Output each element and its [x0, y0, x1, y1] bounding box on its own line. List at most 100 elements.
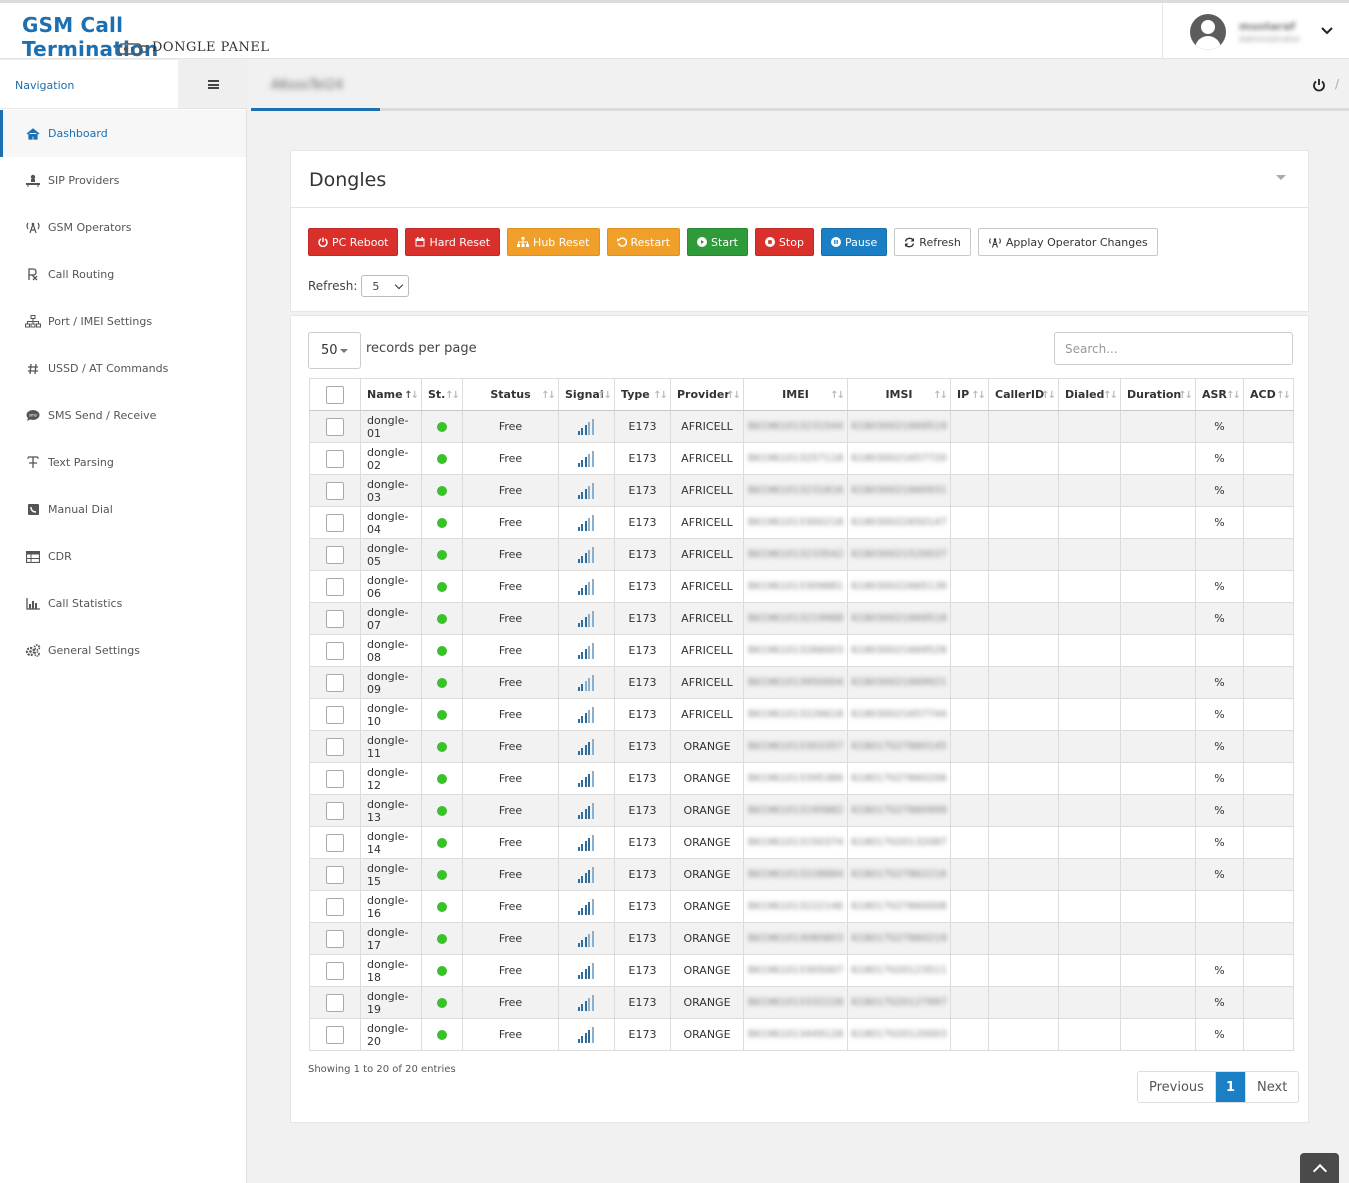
row-checkbox[interactable]: [326, 1025, 344, 1044]
row-checkbox[interactable]: [326, 673, 344, 692]
sidebar-toggle-button[interactable]: [178, 60, 247, 109]
panel-collapse-icon[interactable]: [1276, 175, 1286, 180]
row-checkbox[interactable]: [326, 929, 344, 948]
column-header-imei[interactable]: IMEI ↑↓: [743, 378, 848, 411]
row-checkbox[interactable]: [326, 609, 344, 628]
start-button[interactable]: Start: [687, 228, 748, 256]
pagination-next[interactable]: Next: [1257, 1079, 1288, 1095]
row-select-cell[interactable]: [309, 858, 361, 891]
row-checkbox[interactable]: [326, 769, 344, 788]
row-checkbox[interactable]: [326, 545, 344, 564]
row-select-cell[interactable]: [309, 794, 361, 827]
table-row[interactable]: dongle-04 Free E173 AFRICELL 861961013300218…: [309, 506, 1294, 539]
sidebar-item-sip-providers[interactable]: SIP Providers: [0, 157, 246, 204]
pagination-page-1[interactable]: 1: [1215, 1072, 1246, 1102]
pause-button[interactable]: Pause: [820, 228, 888, 256]
column-header-imsi[interactable]: IMSI ↑↓: [847, 378, 951, 411]
refresh-button[interactable]: Refresh: [894, 228, 971, 256]
column-header-asr[interactable]: ASR ↑↓: [1195, 378, 1244, 411]
column-header-status[interactable]: Status ↑↓: [462, 378, 559, 411]
refresh-interval-select[interactable]: 5: [361, 275, 410, 297]
column-header-duration[interactable]: Duration ↑↓: [1120, 378, 1196, 411]
stop-button[interactable]: Stop: [754, 228, 814, 256]
table-row[interactable]: dongle-20 Free E173 ORANGE 861961013449128 61…: [309, 1018, 1294, 1051]
select-all-checkbox[interactable]: [326, 385, 344, 404]
pc-reboot-button[interactable]: PC Reboot: [308, 228, 399, 256]
row-select-cell[interactable]: [309, 442, 361, 475]
row-select-cell[interactable]: [309, 826, 361, 859]
sidebar-item-sms-send-receive[interactable]: sms SMS Send / Receive: [0, 392, 246, 439]
row-checkbox[interactable]: [326, 993, 344, 1012]
row-checkbox[interactable]: [326, 513, 344, 532]
select-all-header[interactable]: [309, 378, 361, 411]
sidebar-item-general-settings[interactable]: General Settings: [0, 627, 246, 674]
user-menu[interactable]: mustaraf Administrator: [1162, 3, 1349, 59]
sidebar-item-ussd-at-commands[interactable]: USSD / AT Commands: [0, 345, 246, 392]
row-checkbox[interactable]: [326, 417, 344, 436]
search-input[interactable]: Search...: [1054, 332, 1293, 365]
column-header-callerid[interactable]: CallerID ↑↓: [988, 378, 1059, 411]
sidebar-item-cdr[interactable]: CDR: [0, 533, 246, 580]
row-checkbox[interactable]: [326, 641, 344, 660]
row-select-cell[interactable]: [309, 890, 361, 923]
table-row[interactable]: dongle-07 Free E173 AFRICELL 861961013219988…: [309, 602, 1294, 635]
table-row[interactable]: dongle-14 Free E173 ORANGE 861961013150374 61…: [309, 826, 1294, 859]
sidebar-item-call-statistics[interactable]: Call Statistics: [0, 580, 246, 627]
row-checkbox[interactable]: [326, 897, 344, 916]
row-checkbox[interactable]: [326, 865, 344, 884]
row-select-cell[interactable]: [309, 698, 361, 731]
sidebar-item-text-parsing[interactable]: Text Parsing: [0, 439, 246, 486]
row-select-cell[interactable]: [309, 730, 361, 763]
column-header-type[interactable]: Type ↑↓: [614, 378, 671, 411]
breadcrumb-current[interactable]: AKossTel24: [271, 78, 344, 93]
sidebar-item-call-routing[interactable]: Call Routing: [0, 251, 246, 298]
row-select-cell[interactable]: [309, 474, 361, 507]
table-row[interactable]: dongle-18 Free E173 ORANGE 861961013305007 61…: [309, 954, 1294, 987]
table-row[interactable]: dongle-09 Free E173 AFRICELL 861961013950004…: [309, 666, 1294, 699]
table-row[interactable]: dongle-16 Free E173 ORANGE 861961013222146 61…: [309, 890, 1294, 923]
row-select-cell[interactable]: [309, 922, 361, 955]
hub-reset-button[interactable]: Hub Reset: [507, 228, 600, 256]
row-select-cell[interactable]: [309, 602, 361, 635]
table-row[interactable]: dongle-15 Free E173 ORANGE 861961013228884 61…: [309, 858, 1294, 891]
row-checkbox[interactable]: [326, 705, 344, 724]
column-header-name[interactable]: Name ↑↓: [360, 378, 422, 411]
table-row[interactable]: dongle-19 Free E173 ORANGE 861961013332228 61…: [309, 986, 1294, 1019]
row-select-cell[interactable]: [309, 634, 361, 667]
table-row[interactable]: dongle-10 Free E173 AFRICELL 861961013226618…: [309, 698, 1294, 731]
records-per-page-select[interactable]: 50: [308, 332, 361, 369]
row-select-cell[interactable]: [309, 410, 361, 443]
table-row[interactable]: dongle-13 Free E173 ORANGE 861961013195882 61…: [309, 794, 1294, 827]
column-header-dialed[interactable]: Dialed ↑↓: [1058, 378, 1121, 411]
row-select-cell[interactable]: [309, 570, 361, 603]
row-checkbox[interactable]: [326, 577, 344, 596]
pagination-previous[interactable]: Previous: [1138, 1072, 1216, 1102]
row-checkbox[interactable]: [326, 449, 344, 468]
row-select-cell[interactable]: [309, 666, 361, 699]
row-checkbox[interactable]: [326, 961, 344, 980]
row-select-cell[interactable]: [309, 1018, 361, 1051]
row-checkbox[interactable]: [326, 801, 344, 820]
avatar[interactable]: [1190, 14, 1226, 50]
table-row[interactable]: dongle-17 Free E173 ORANGE 861961013080803 61…: [309, 922, 1294, 955]
apply-operator-changes-button[interactable]: Applay Operator Changes: [977, 228, 1158, 256]
column-header-ip[interactable]: IP ↑↓: [950, 378, 989, 411]
column-header-provider[interactable]: Provider ↑↓: [670, 378, 744, 411]
table-row[interactable]: dongle-02 Free E173 AFRICELL 861961013257118…: [309, 442, 1294, 475]
table-row[interactable]: dongle-06 Free E173 AFRICELL 861961013309881…: [309, 570, 1294, 603]
row-select-cell[interactable]: [309, 538, 361, 571]
column-header-acd[interactable]: ACD ↑↓: [1243, 378, 1294, 411]
table-row[interactable]: dongle-11 Free E173 ORANGE 861961013303357 61…: [309, 730, 1294, 763]
sidebar-item-dashboard[interactable]: Dashboard: [0, 110, 246, 157]
table-row[interactable]: dongle-01 Free E173 AFRICELL 861961013231544…: [309, 410, 1294, 443]
sidebar-item-port-imei-settings[interactable]: Port / IMEI Settings: [0, 298, 246, 345]
chevron-down-icon[interactable]: [1321, 27, 1333, 35]
row-select-cell[interactable]: [309, 954, 361, 987]
row-checkbox[interactable]: [326, 481, 344, 500]
row-select-cell[interactable]: [309, 506, 361, 539]
brand-logo[interactable]: GSM Call Termination DONGLE PANEL: [22, 13, 269, 61]
row-checkbox[interactable]: [326, 737, 344, 756]
row-select-cell[interactable]: [309, 762, 361, 795]
table-row[interactable]: dongle-12 Free E173 ORANGE 861961013395386 61…: [309, 762, 1294, 795]
row-select-cell[interactable]: [309, 986, 361, 1019]
